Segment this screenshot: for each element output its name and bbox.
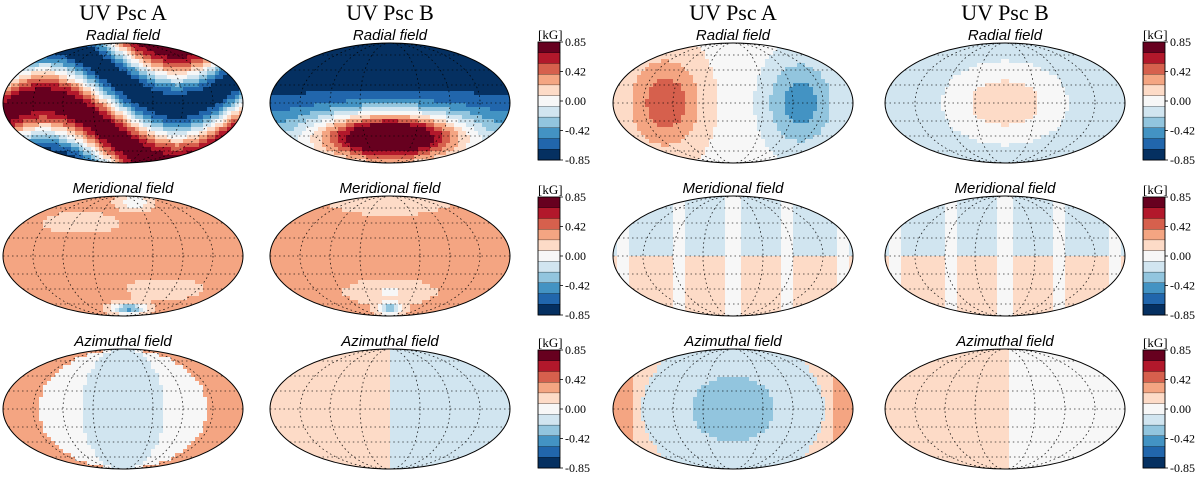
- colorbar-unit: [kG]: [1143, 182, 1168, 197]
- panel-label-r3c3: Azimuthal field: [683, 333, 782, 350]
- colorbar-tick: -0.42: [565, 124, 590, 138]
- colorbar-tick: 0.42: [565, 373, 586, 387]
- map-panel-r2c3: [612, 195, 854, 317]
- colorbar-unit: [kG]: [538, 335, 563, 350]
- colorbar-4: [kG] 0.85 0.42 0.00 -0.42 -0.85: [1142, 27, 1195, 167]
- colorbar-tick: 0.85: [565, 190, 586, 204]
- colorbar-tick: 0.42: [565, 65, 586, 79]
- map-panel-r3c4: [884, 348, 1126, 470]
- colorbar-tick: 0.00: [1170, 94, 1191, 108]
- colorbar-tick: -0.85: [1170, 153, 1195, 167]
- panel-label-r2c1: Meridional field: [73, 180, 175, 197]
- map-panel-r1c4: [884, 42, 1126, 164]
- panel-label-r3c1: Azimuthal field: [73, 333, 172, 350]
- colorbar-tick: 0.00: [565, 94, 586, 108]
- colorbar-tick: -0.85: [565, 461, 590, 475]
- panel-label-r1c4: Radial field: [968, 27, 1043, 44]
- colorbar-tick: -0.85: [1170, 461, 1195, 475]
- colorbar-unit: [kG]: [538, 182, 563, 197]
- colorbar-tick: 0.00: [565, 249, 586, 263]
- colorbar-tick: 0.00: [565, 402, 586, 416]
- map-panel-r2c1: [2, 195, 244, 317]
- colorbar-tick: 0.85: [1170, 35, 1191, 49]
- panel-label-r1c2: Radial field: [353, 27, 428, 44]
- column-title-3: UV Psc A: [689, 0, 777, 25]
- colorbar-tick: 0.85: [565, 343, 586, 357]
- colorbar-tick: -0.42: [565, 279, 590, 293]
- colorbar-tick: 0.00: [1170, 402, 1191, 416]
- colorbar-tick: -0.85: [1170, 308, 1195, 322]
- colorbar-tick: 0.42: [565, 220, 586, 234]
- map-panel-r3c2: [269, 348, 511, 470]
- colorbar-tick: 0.42: [1170, 65, 1191, 79]
- map-panel-r3c3: [612, 348, 854, 470]
- panel-label-r2c3: Meridional field: [683, 180, 785, 197]
- panel-label-r3c4: Azimuthal field: [955, 333, 1054, 350]
- colorbar-6: [kG] 0.85 0.42 0.00 -0.42 -0.85: [1142, 335, 1195, 475]
- panel-label-r2c2: Meridional field: [340, 180, 442, 197]
- colorbar-unit: [kG]: [1143, 335, 1168, 350]
- map-panel-r1c3: [612, 42, 854, 164]
- panel-label-r1c1: Radial field: [86, 27, 161, 44]
- colorbar-tick: -0.85: [565, 308, 590, 322]
- column-title-4: UV Psc B: [961, 0, 1049, 25]
- map-panel-r1c2: [269, 42, 511, 164]
- colorbar-tick: 0.42: [1170, 373, 1191, 387]
- colorbar-tick: 0.42: [1170, 220, 1191, 234]
- colorbars: [kG] 0.850.420.00-0.42-0.85[kG] 0.850.420.…: [537, 27, 1195, 475]
- map-panel-r2c4: [884, 195, 1126, 317]
- colorbar-tick: -0.42: [565, 432, 590, 446]
- colorbar-1: [kG] 0.85 0.42 0.00 -0.42 -0.85: [537, 27, 590, 167]
- colorbar-tick: 0.00: [1170, 249, 1191, 263]
- colorbar-tick: 0.85: [1170, 343, 1191, 357]
- colorbar-tick: -0.42: [1170, 279, 1195, 293]
- colorbar-5: [kG] 0.85 0.42 0.00 -0.42 -0.85: [1142, 182, 1195, 322]
- column-title-1: UV Psc A: [79, 0, 167, 25]
- colorbar-tick: 0.85: [1170, 190, 1191, 204]
- map-panel-r3c1: [2, 348, 244, 470]
- column-title-2: UV Psc B: [346, 0, 434, 25]
- colorbar-tick: 0.85: [565, 35, 586, 49]
- panel-label-r1c3: Radial field: [696, 27, 771, 44]
- colorbar-tick: -0.42: [1170, 124, 1195, 138]
- map-panels: [2, 42, 1126, 470]
- map-panel-r2c2: [269, 195, 511, 317]
- colorbar-tick: -0.42: [1170, 432, 1195, 446]
- colorbar-2: [kG] 0.85 0.42 0.00 -0.42 -0.85: [537, 182, 590, 322]
- colorbar-tick: -0.85: [565, 153, 590, 167]
- colorbar-unit: [kG]: [1143, 27, 1168, 42]
- colorbar-unit: [kG]: [538, 27, 563, 42]
- colorbar-3: [kG] 0.85 0.42 0.00 -0.42 -0.85: [537, 335, 590, 475]
- panel-label-r2c4: Meridional field: [955, 180, 1057, 197]
- panel-label-r3c2: Azimuthal field: [340, 333, 439, 350]
- map-panel-r1c1: [2, 42, 244, 164]
